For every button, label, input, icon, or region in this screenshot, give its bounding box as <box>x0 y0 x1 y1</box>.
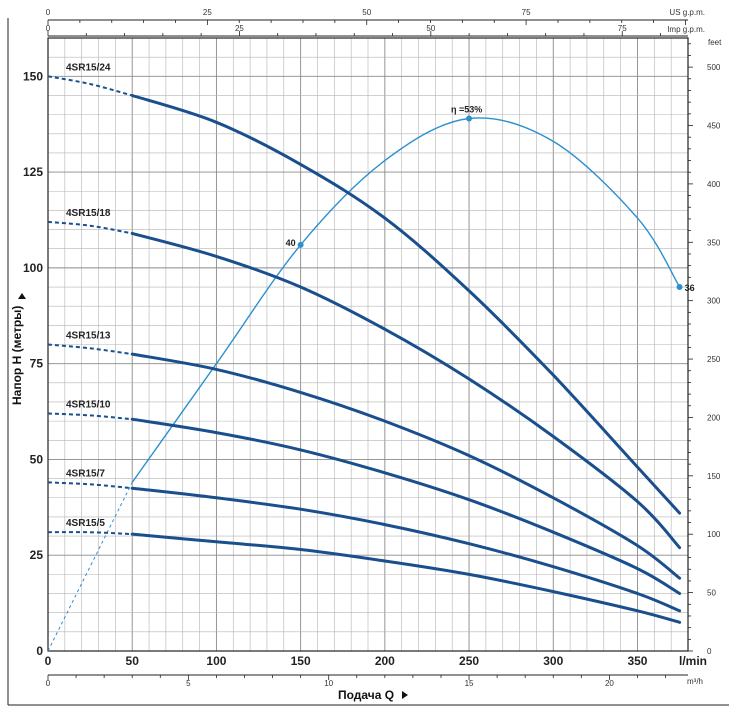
pump-curve <box>130 417 682 595</box>
feet-tick-label: 350 <box>707 238 721 247</box>
us-gpm-tick-label: 50 <box>362 8 371 17</box>
efficiency-curve-extrapolated <box>47 482 133 652</box>
right-axis: 0 50 100 150 200 250 300 350 400 450 500 <box>688 43 721 656</box>
feet-tick-label: 150 <box>707 472 721 481</box>
m3h-tick-label: 20 <box>605 679 614 688</box>
feet-tick-label: 250 <box>707 355 721 364</box>
series-label: 4SR15/10 <box>66 399 111 410</box>
m3h-unit-label: m³/h <box>687 677 703 686</box>
m3h-tick-label: 5 <box>186 679 191 688</box>
efficiency-marker-label: 40 <box>286 238 296 248</box>
pump-curve-extrapolated <box>47 220 133 235</box>
imp-gpm-unit-label: Imp g.p.m. <box>667 25 705 34</box>
x-tick-label: 200 <box>375 654 395 668</box>
left-axis: 0 25 50 75 100 125 150 <box>7 18 44 705</box>
feet-tick-label: 400 <box>707 180 721 189</box>
y-tick-label: 100 <box>23 261 43 275</box>
pump-curve <box>130 231 682 550</box>
feet-unit-label: feet <box>708 38 722 47</box>
labels-layer: 40 η =53% 36 4SR15/24 4SR15/18 4SR15/13 4SR15/… <box>66 62 695 529</box>
series-label: 4SR15/24 <box>66 62 111 73</box>
imp-gpm-tick-label: 25 <box>235 24 244 33</box>
y-tick-label: 25 <box>30 548 44 562</box>
pump-curve <box>130 94 682 515</box>
m3h-tick-label: 15 <box>465 679 474 688</box>
x-tick-label: 100 <box>206 654 226 668</box>
series-label: 4SR15/18 <box>66 208 111 219</box>
feet-tick-label: 300 <box>707 297 721 306</box>
us-gpm-tick-label: 25 <box>203 8 212 17</box>
pump-curve <box>130 352 682 580</box>
series-label: 4SR15/7 <box>66 468 105 479</box>
x-tick-label: 250 <box>459 654 479 668</box>
imp-gpm-tick-label: 50 <box>426 24 435 33</box>
us-gpm-tick-label: 0 <box>46 8 51 17</box>
pump-curve-extrapolated <box>47 75 133 97</box>
series-label: 4SR15/5 <box>66 518 105 529</box>
us-gpm-tick-label: 75 <box>522 8 531 17</box>
y-tick-label: 75 <box>30 357 44 371</box>
y-axis-title: Напор H (метры) <box>10 306 24 405</box>
us-gpm-unit-label: US g.p.m. <box>669 8 705 17</box>
efficiency-marker-label: η =53% <box>451 104 482 114</box>
feet-tick-label: 200 <box>707 413 721 422</box>
pump-curve-extrapolated <box>47 481 133 490</box>
x-tick-label: 0 <box>45 654 52 668</box>
x-tick-label: 50 <box>126 654 140 668</box>
m3h-tick-label: 10 <box>324 679 333 688</box>
top-axes: 0 25 50 75 0 25 50 75 <box>46 8 688 37</box>
efficiency-marker <box>676 284 683 291</box>
efficiency-marker-label: 36 <box>685 283 695 293</box>
pump-curve <box>130 532 682 624</box>
x-tick-label: 150 <box>291 654 311 668</box>
series-label: 4SR15/13 <box>66 331 111 342</box>
y-tick-label: 0 <box>36 644 43 658</box>
feet-tick-label: 500 <box>707 63 721 72</box>
x-axis-title-arrow <box>402 691 408 699</box>
feet-tick-label: 50 <box>707 589 716 598</box>
feet-tick-label: 100 <box>707 530 721 539</box>
y-tick-label: 125 <box>23 165 43 179</box>
y-axis-title-arrow <box>18 293 26 299</box>
x-axis-title: Подача Q <box>338 688 394 702</box>
grid <box>47 37 689 652</box>
y-tick-label: 50 <box>30 452 44 466</box>
feet-tick-label: 450 <box>707 122 721 131</box>
efficiency-marker <box>466 115 473 122</box>
pump-curve-extrapolated <box>47 412 133 421</box>
efficiency-marker <box>297 241 304 248</box>
m3h-tick-label: 0 <box>46 679 51 688</box>
pump-curve-extrapolated <box>47 343 133 356</box>
efficiency-layer <box>47 115 683 652</box>
lmin-unit-label: l/min <box>679 654 707 668</box>
feet-tick-label: 0 <box>707 647 712 656</box>
imp-gpm-tick-label: 75 <box>618 24 627 33</box>
curves-layer <box>47 75 682 624</box>
x-tick-label: 300 <box>543 654 563 668</box>
pump-curve <box>130 486 682 613</box>
y-tick-label: 150 <box>23 69 43 83</box>
bottom-axes: 0 50 100 150 200 250 300 350 0 5 10 15 20 <box>8 654 729 706</box>
efficiency-curve <box>131 117 681 483</box>
x-tick-label: 350 <box>627 654 647 668</box>
pump-curve-extrapolated <box>47 531 133 536</box>
imp-gpm-tick-label: 0 <box>46 24 51 33</box>
